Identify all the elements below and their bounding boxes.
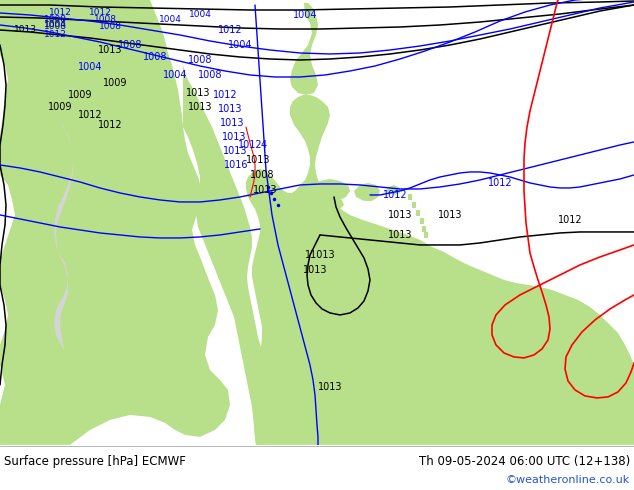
Text: 1008: 1008 bbox=[93, 16, 117, 24]
Text: 1013: 1013 bbox=[217, 104, 242, 114]
Text: 1013: 1013 bbox=[223, 146, 247, 156]
Text: 1009: 1009 bbox=[103, 78, 127, 88]
Text: 1009: 1009 bbox=[68, 90, 93, 100]
Polygon shape bbox=[412, 202, 416, 208]
Text: 1004: 1004 bbox=[188, 10, 211, 20]
Polygon shape bbox=[324, 198, 344, 210]
Polygon shape bbox=[424, 232, 428, 238]
Polygon shape bbox=[386, 185, 400, 195]
Text: ©weatheronline.co.uk: ©weatheronline.co.uk bbox=[506, 475, 630, 485]
Text: 1012: 1012 bbox=[78, 110, 102, 120]
Text: 1013: 1013 bbox=[220, 118, 244, 128]
Text: 4: 4 bbox=[261, 140, 267, 150]
Text: 1012: 1012 bbox=[98, 120, 122, 130]
Polygon shape bbox=[0, 0, 230, 445]
Text: 1013: 1013 bbox=[318, 382, 342, 392]
Polygon shape bbox=[354, 183, 380, 201]
Polygon shape bbox=[308, 179, 350, 203]
Text: 1012: 1012 bbox=[383, 190, 407, 200]
Text: 1004: 1004 bbox=[163, 70, 187, 80]
Text: 1013: 1013 bbox=[303, 265, 327, 275]
Text: 1013: 1013 bbox=[253, 185, 277, 195]
Text: 1008: 1008 bbox=[98, 23, 122, 31]
Polygon shape bbox=[246, 95, 634, 445]
Text: 1004: 1004 bbox=[158, 16, 181, 24]
Text: 1012: 1012 bbox=[49, 8, 72, 18]
Text: 1013: 1013 bbox=[98, 45, 122, 55]
Text: 1013: 1013 bbox=[388, 230, 412, 240]
Text: 1013: 1013 bbox=[13, 25, 37, 34]
Text: 1004: 1004 bbox=[293, 10, 317, 20]
Polygon shape bbox=[408, 194, 412, 200]
Text: 1008: 1008 bbox=[250, 170, 275, 180]
Text: 1013: 1013 bbox=[437, 210, 462, 220]
Polygon shape bbox=[416, 210, 420, 216]
Text: 1004: 1004 bbox=[228, 40, 252, 50]
Text: Th 09-05-2024 06:00 UTC (12+138): Th 09-05-2024 06:00 UTC (12+138) bbox=[418, 455, 630, 468]
Polygon shape bbox=[290, 3, 318, 95]
Polygon shape bbox=[54, 125, 74, 350]
Text: 1012: 1012 bbox=[89, 8, 112, 18]
Text: 1012: 1012 bbox=[238, 140, 262, 150]
Text: 1012: 1012 bbox=[212, 90, 237, 100]
Text: 1012: 1012 bbox=[488, 178, 512, 188]
Text: 1004: 1004 bbox=[78, 62, 102, 72]
Text: 1009: 1009 bbox=[48, 102, 72, 112]
Text: 1012: 1012 bbox=[44, 30, 67, 40]
Text: 1008: 1008 bbox=[198, 70, 223, 80]
Text: 1008: 1008 bbox=[44, 16, 67, 24]
Text: 11013: 11013 bbox=[305, 250, 335, 260]
Polygon shape bbox=[166, 337, 180, 348]
Text: 1013: 1013 bbox=[186, 88, 210, 98]
Polygon shape bbox=[183, 65, 268, 445]
Text: 1016: 1016 bbox=[224, 160, 249, 170]
Text: 1013: 1013 bbox=[246, 155, 270, 165]
Text: 1012: 1012 bbox=[217, 25, 242, 35]
Polygon shape bbox=[422, 226, 426, 232]
Text: 1008: 1008 bbox=[143, 52, 167, 62]
Text: Surface pressure [hPa] ECMWF: Surface pressure [hPa] ECMWF bbox=[4, 455, 186, 468]
Text: 1008: 1008 bbox=[118, 40, 142, 50]
Polygon shape bbox=[420, 218, 424, 224]
Text: 1004: 1004 bbox=[44, 21, 67, 29]
Text: 1008: 1008 bbox=[44, 23, 67, 31]
Text: 1013: 1013 bbox=[222, 132, 246, 142]
Text: 1012: 1012 bbox=[558, 215, 582, 225]
Text: 1013: 1013 bbox=[388, 210, 412, 220]
Text: 1008: 1008 bbox=[188, 55, 212, 65]
Text: 1013: 1013 bbox=[188, 102, 212, 112]
